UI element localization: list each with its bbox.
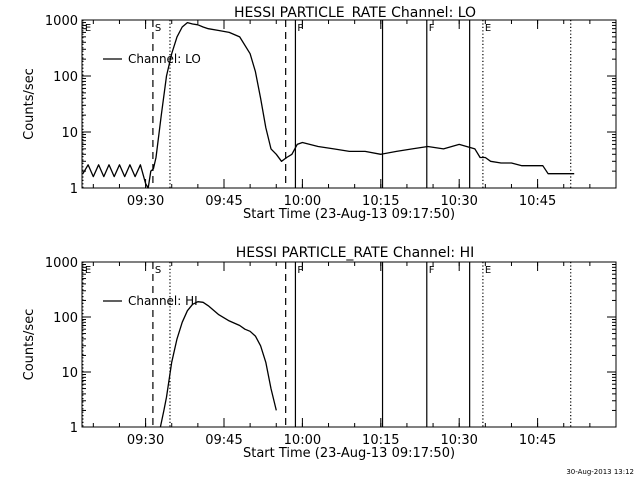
x-tick-label: 09:30 xyxy=(127,433,164,448)
x-tick-label: 09:30 xyxy=(127,194,164,209)
x-tick-label: 09:45 xyxy=(205,194,242,209)
x-tick-label: 10:45 xyxy=(519,194,556,209)
event-marker-label: P xyxy=(297,23,303,34)
x-tick-label: 10:00 xyxy=(284,433,321,448)
x-tick-label: 10:00 xyxy=(284,194,321,209)
plot-frame xyxy=(81,261,617,428)
y-tick-label: 10 xyxy=(61,126,78,141)
render-timestamp: 30-Aug-2013 13:12 xyxy=(566,468,634,476)
y-tick-label: 1 xyxy=(70,421,78,436)
y-tick-label: 1000 xyxy=(45,256,78,271)
y-axis-label: Counts/sec xyxy=(22,309,37,381)
chart-title: HESSI PARTICLE_RATE Channel: LO xyxy=(234,5,476,21)
event-marker-label: F xyxy=(429,23,435,34)
x-tick-label: 10:30 xyxy=(440,194,477,209)
event-marker-label: E xyxy=(85,23,91,34)
event-marker-label: E xyxy=(85,265,91,276)
y-tick-label: 1000 xyxy=(45,14,78,29)
event-marker-label: P xyxy=(297,265,303,276)
x-tick-label: 09:45 xyxy=(205,433,242,448)
y-tick-label: 100 xyxy=(53,311,78,326)
event-marker-label: F xyxy=(429,265,435,276)
event-marker-label: E xyxy=(485,265,491,276)
x-axis-label: Start Time (23-Aug-13 09:17:50) xyxy=(243,446,455,461)
x-tick-label: 10:30 xyxy=(440,433,477,448)
x-tick-label: 10:15 xyxy=(362,194,399,209)
legend-label: Channel: LO xyxy=(128,52,201,66)
y-axis-label: Counts/sec xyxy=(22,68,37,140)
legend-label: Channel: HI xyxy=(128,294,198,308)
chart-title: HESSI PARTICLE_RATE Channel: HI xyxy=(236,245,474,261)
x-tick-label: 10:45 xyxy=(519,433,556,448)
y-tick-label: 1 xyxy=(70,182,78,197)
y-tick-label: 100 xyxy=(53,70,78,85)
plot-frame xyxy=(81,19,617,189)
series-line xyxy=(159,301,277,428)
event-marker-label: S xyxy=(155,23,161,34)
y-tick-label: 10 xyxy=(61,366,78,381)
event-marker-label: E xyxy=(485,23,491,34)
x-axis-label: Start Time (23-Aug-13 09:17:50) xyxy=(243,207,455,222)
series-line xyxy=(82,21,575,189)
x-tick-label: 10:15 xyxy=(362,433,399,448)
event-marker-label: S xyxy=(155,265,161,276)
